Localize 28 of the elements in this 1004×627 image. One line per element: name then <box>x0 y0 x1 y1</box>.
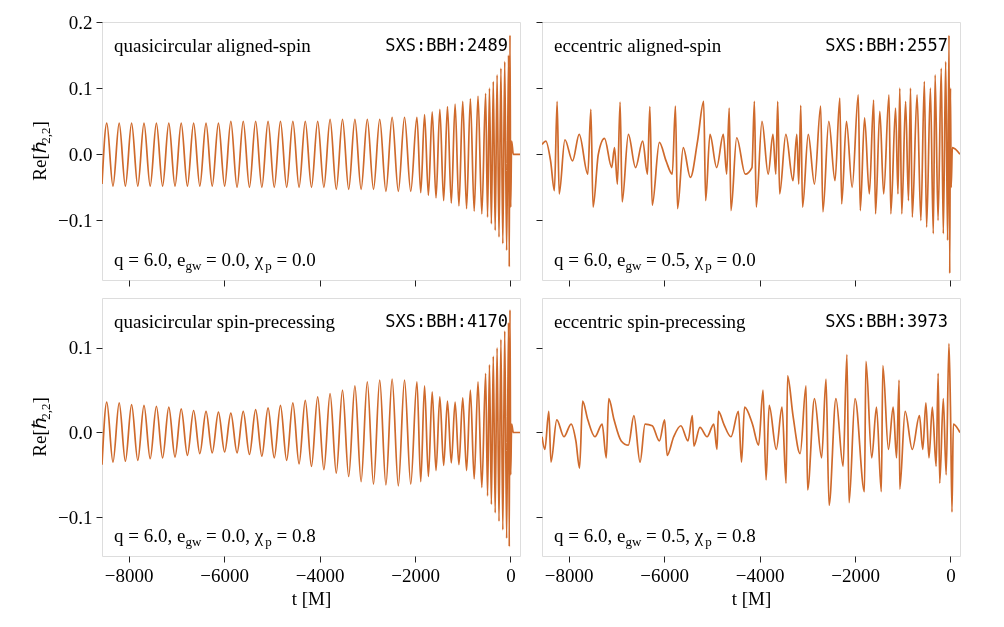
x-tick-label: −4000 <box>735 564 785 586</box>
x-tick-label: −6000 <box>640 564 690 586</box>
x-tick-label: 0 <box>946 564 956 586</box>
y-tick-label: −0.1 <box>58 506 93 528</box>
annotation: quasicircular aligned-spin <box>114 35 312 56</box>
x-tick-label: −2000 <box>391 564 440 586</box>
annotation: quasicircular spin-precessing <box>114 311 336 332</box>
x-axis-title: t [M] <box>291 587 332 609</box>
y-tick-label: −0.1 <box>58 209 93 231</box>
y-tick-label: 0.0 <box>68 422 93 443</box>
x-tick-label: 0 <box>506 564 516 586</box>
y-tick-label: 0.2 <box>68 11 93 33</box>
line-series <box>102 308 520 548</box>
y-tick-label: 0.0 <box>68 143 93 165</box>
x-tick-label: −4000 <box>295 564 345 586</box>
x-tick-label: −6000 <box>200 564 250 586</box>
annotation: SXS:BBH:2489 <box>385 35 509 55</box>
annotation: eccentric spin-precessing <box>554 311 746 332</box>
y-tick-label: 0.1 <box>68 77 93 99</box>
y-tick-label: 0.1 <box>68 337 93 359</box>
annotation: SXS:BBH:3973 <box>825 311 949 331</box>
annotation: eccentric aligned-spin <box>554 35 722 56</box>
annotation: SXS:BBH:4170 <box>385 311 509 331</box>
x-tick-label: −2000 <box>831 564 880 586</box>
x-tick-label: −8000 <box>104 564 154 586</box>
x-tick-label: −8000 <box>544 564 594 586</box>
annotation: SXS:BBH:2557 <box>825 35 949 55</box>
x-axis-title: t [M] <box>731 587 772 609</box>
